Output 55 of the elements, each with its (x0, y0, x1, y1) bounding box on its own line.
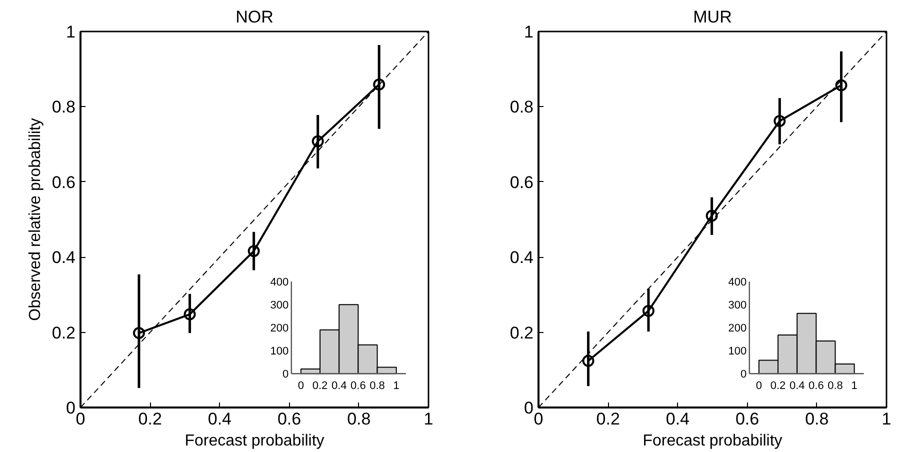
x-tick-label: 0.6 (808, 380, 824, 392)
x-tick-label: 1 (851, 380, 858, 392)
y-tick-label: 200 (728, 322, 747, 335)
point (132, 327, 145, 340)
x-tick-label: 0.4 (789, 380, 805, 392)
y-tick-label: 0.6 (52, 172, 76, 192)
x-tick-label: 0.4 (666, 410, 690, 428)
y-tick-label: 400 (270, 276, 289, 289)
point (642, 304, 654, 317)
point (582, 354, 594, 367)
x-axis-title: Forecast probability (184, 432, 324, 450)
chart-title: NOR (236, 8, 274, 26)
y-tick-label: 1 (524, 22, 534, 42)
x-tick-label: 0.2 (138, 410, 162, 428)
chart-title: MUR (693, 8, 732, 26)
x-tick-label: 0 (298, 380, 304, 392)
y-tick-label: 0 (282, 368, 289, 381)
point (373, 78, 386, 91)
y-tick-label: 0.2 (510, 323, 534, 342)
y-axis-title: Observed relative probability (26, 118, 44, 321)
y-tick-label: 0.6 (510, 172, 534, 192)
point (312, 135, 324, 148)
x-tick-label: 0.8 (347, 410, 371, 428)
y-tick-label: 0.4 (52, 248, 76, 268)
point (248, 245, 260, 258)
x-tick-label: 1 (882, 410, 892, 428)
y-tick-label: 100 (270, 346, 289, 358)
x-axis-title: Forecast probability (642, 432, 782, 450)
y-tick-label: 0.4 (510, 248, 534, 268)
y-tick-label: 1 (66, 22, 76, 42)
x-tick-label: 1 (393, 380, 400, 392)
x-tick-label: 0.6 (350, 380, 366, 392)
y-tick-label: 400 (728, 276, 747, 289)
point (184, 308, 196, 320)
point (835, 79, 848, 92)
x-tick-label: 0 (756, 380, 762, 392)
y-tick-label: 0 (740, 368, 747, 381)
y-tick-label: 0.2 (52, 323, 76, 342)
x-tick-label: 0.2 (596, 410, 620, 428)
y-tick-label: 300 (270, 300, 289, 312)
x-tick-label: 0.4 (331, 380, 347, 392)
point (774, 115, 786, 127)
y-tick-label: 0.8 (52, 98, 76, 117)
x-tick-label: 0.8 (370, 380, 385, 392)
y-tick-label: 0.8 (510, 98, 534, 117)
x-tick-label: 0.4 (208, 410, 232, 428)
point (706, 210, 718, 222)
y-tick-label: 200 (270, 322, 289, 335)
x-tick-label: 1 (424, 410, 434, 428)
x-tick-label: 0.2 (312, 380, 328, 392)
x-tick-label: 0.2 (770, 380, 786, 392)
x-tick-label: 0.8 (805, 410, 829, 428)
y-tick-label: 300 (728, 300, 747, 312)
x-tick-label: 0.8 (828, 380, 843, 392)
y-tick-label: 100 (728, 346, 747, 358)
